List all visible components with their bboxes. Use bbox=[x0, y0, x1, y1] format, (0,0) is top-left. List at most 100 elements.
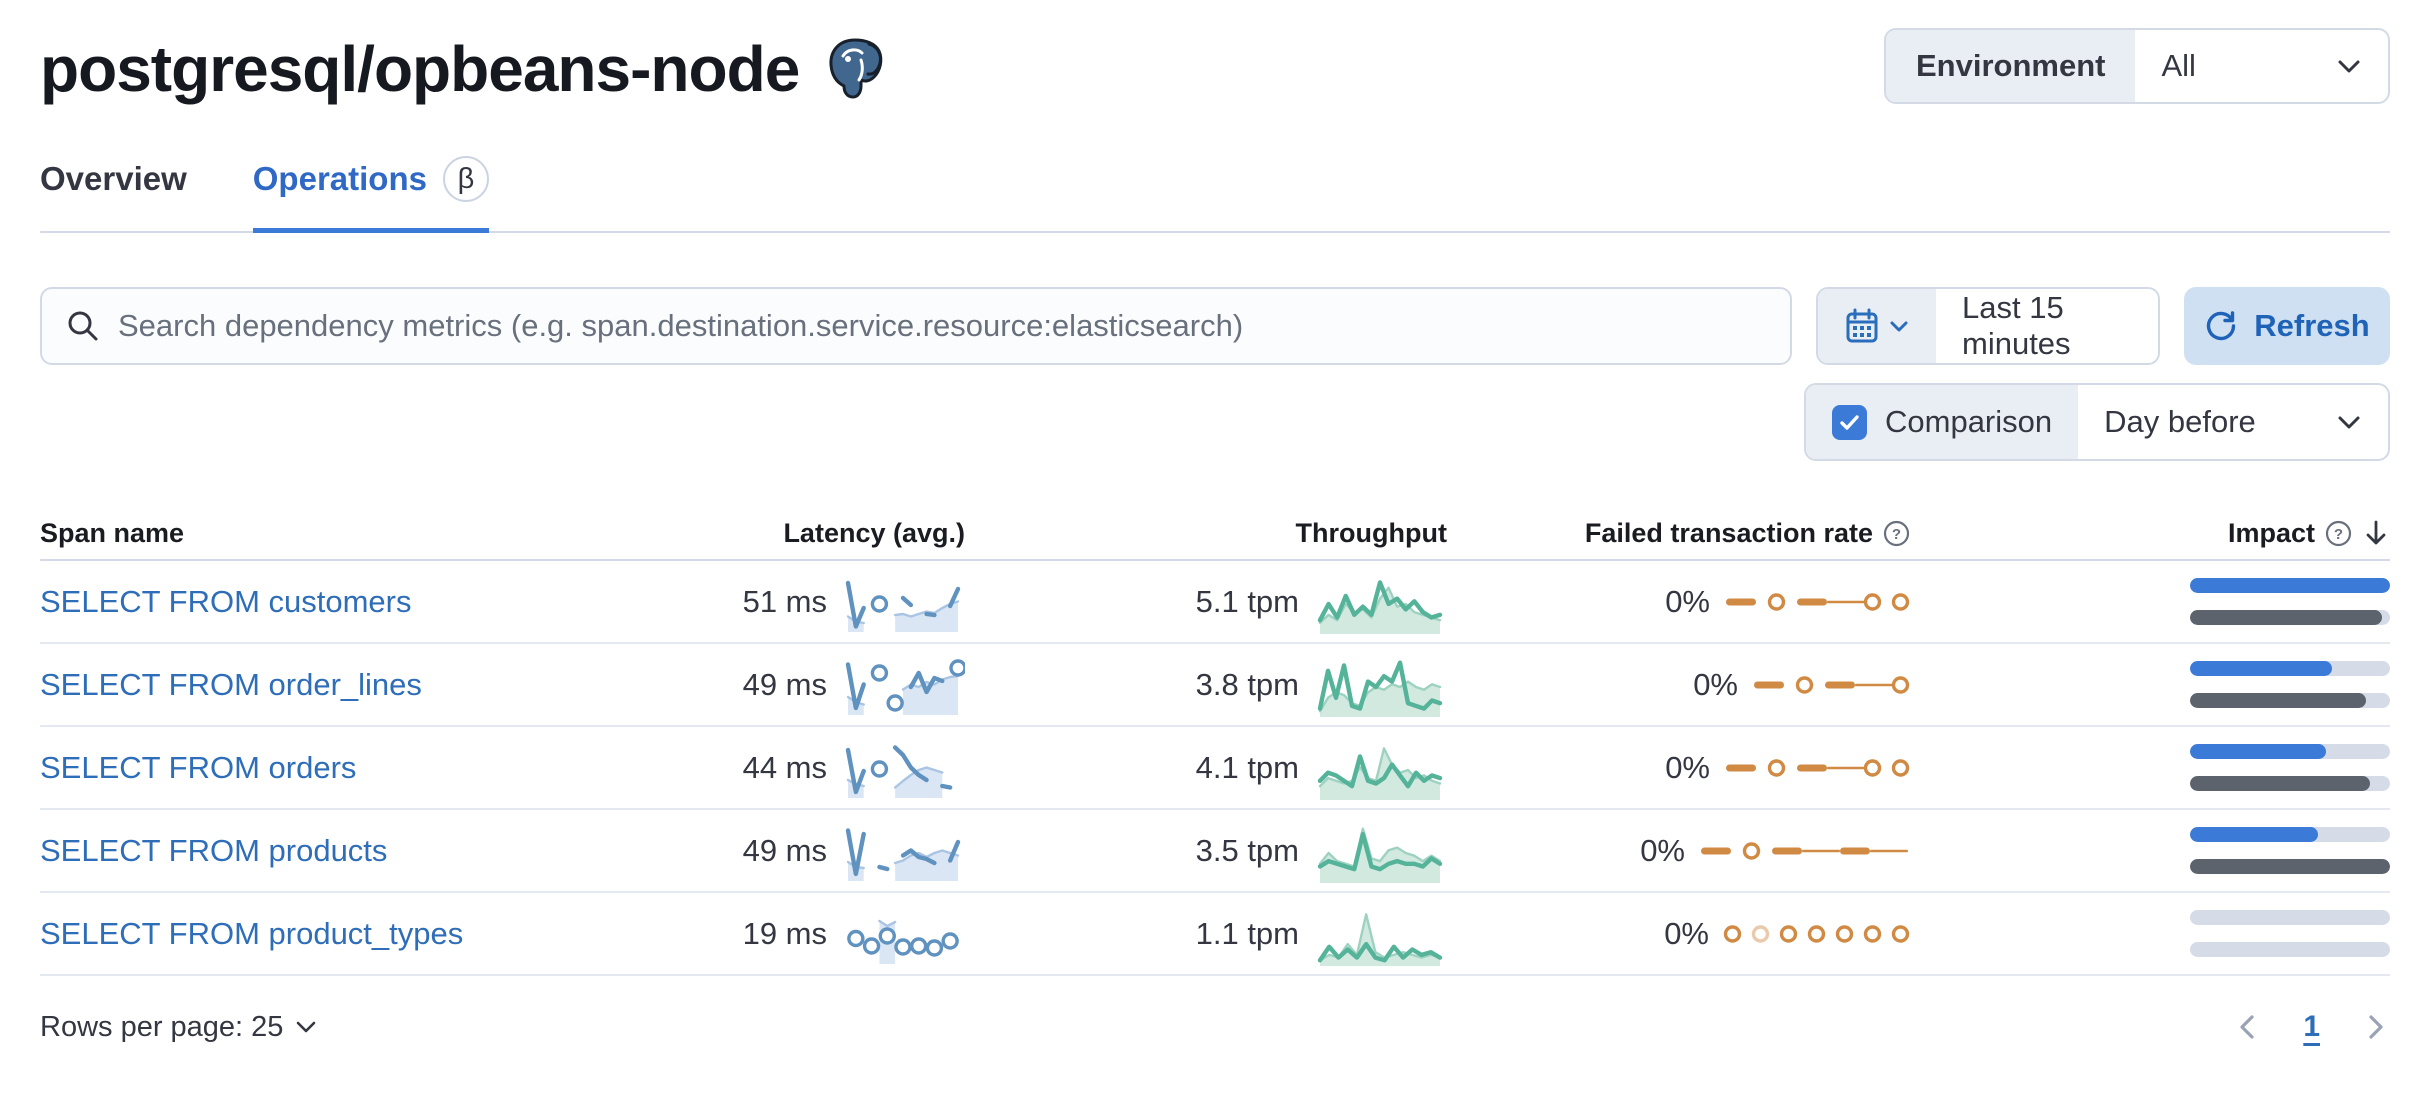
page-number-1[interactable]: 1 bbox=[2303, 1010, 2320, 1043]
throughput-sparkline bbox=[1317, 746, 1443, 800]
comparison-select-value: Day before bbox=[2104, 404, 2256, 439]
latency-value: 19 ms bbox=[742, 915, 827, 951]
table-row: SELECT FROM products 49 ms 3.5 tpm 0% bbox=[40, 810, 2390, 893]
latency-sparkline bbox=[845, 744, 953, 798]
page-header: postgresql/opbeans-node Environment All bbox=[40, 0, 2390, 106]
table-row: SELECT FROM customers 51 ms 5.1 tpm 0% bbox=[40, 561, 2390, 644]
impact-bars bbox=[2190, 661, 2390, 708]
latency-sparkline bbox=[845, 827, 961, 881]
throughput-value: 3.8 tpm bbox=[1195, 666, 1299, 702]
span-name-link[interactable]: SELECT FROM product_types bbox=[40, 915, 464, 951]
column-header-failed-rate[interactable]: Failed transaction rate ? bbox=[1447, 518, 1910, 549]
impact-previous-bar bbox=[2190, 776, 2370, 791]
impact-current-bar bbox=[2190, 744, 2326, 759]
chevron-left-icon bbox=[2240, 1015, 2254, 1039]
beta-badge: β bbox=[442, 156, 489, 202]
table-row: SELECT FROM order_lines 49 ms 3.8 tpm 0% bbox=[40, 644, 2390, 727]
comparison-label: Comparison bbox=[1885, 404, 2053, 439]
calendar-icon bbox=[1846, 308, 1878, 343]
span-name-link[interactable]: SELECT FROM products bbox=[40, 832, 388, 868]
throughput-sparkline bbox=[1317, 827, 1443, 883]
throughput-sparkline bbox=[1317, 660, 1443, 717]
impact-current-bar bbox=[2190, 827, 2318, 842]
span-name-link[interactable]: SELECT FROM customers bbox=[40, 583, 412, 619]
throughput-value: 4.1 tpm bbox=[1195, 749, 1299, 785]
latency-sparkline bbox=[845, 658, 965, 715]
rows-per-page-button[interactable]: Rows per page: 25 bbox=[40, 1011, 317, 1044]
tab-operations[interactable]: Operations β bbox=[252, 156, 489, 233]
next-page-button[interactable] bbox=[2360, 1012, 2390, 1042]
failed-rate-value: 0% bbox=[1664, 915, 1709, 951]
environment-select[interactable]: Environment All bbox=[1884, 28, 2390, 104]
question-circle-icon[interactable]: ? bbox=[2325, 520, 2352, 547]
latency-sparkline bbox=[845, 580, 961, 632]
toolbar: Last 15 minutes Refresh bbox=[40, 287, 2390, 365]
table-row: SELECT FROM product_types 19 ms 1.1 tpm … bbox=[40, 893, 2390, 976]
svg-text:?: ? bbox=[1892, 526, 1901, 543]
environment-select-value: All bbox=[2161, 48, 2196, 83]
page-title-text: postgresql/opbeans-node bbox=[40, 33, 800, 105]
comparison-select[interactable]: Day before bbox=[2078, 385, 2388, 459]
latency-value: 51 ms bbox=[742, 583, 827, 619]
time-range-value[interactable]: Last 15 minutes bbox=[1962, 290, 2071, 361]
chevron-down-icon bbox=[297, 1021, 316, 1033]
table-body: SELECT FROM customers 51 ms 5.1 tpm 0% S… bbox=[40, 561, 2390, 976]
date-picker[interactable]: Last 15 minutes bbox=[1816, 287, 2160, 365]
table-header-row: Span name Latency (avg.) Throughput Fail… bbox=[40, 507, 2390, 561]
failed-rate-sparkline bbox=[1726, 758, 1910, 777]
throughput-value: 5.1 tpm bbox=[1195, 583, 1299, 619]
search-box bbox=[40, 287, 1792, 365]
postgresql-elephant-icon bbox=[829, 38, 883, 99]
failed-rate-value: 0% bbox=[1665, 583, 1710, 619]
latency-value: 49 ms bbox=[742, 832, 827, 868]
svg-text:?: ? bbox=[2334, 526, 2343, 543]
throughput-value: 1.1 tpm bbox=[1195, 915, 1299, 951]
search-input[interactable] bbox=[118, 308, 1766, 344]
pagination: 1 bbox=[2233, 1010, 2390, 1044]
operations-table: Span name Latency (avg.) Throughput Fail… bbox=[40, 507, 2390, 976]
throughput-sparkline bbox=[1317, 579, 1443, 634]
question-circle-icon[interactable]: ? bbox=[1883, 520, 1910, 547]
failed-rate-sparkline bbox=[1723, 924, 1910, 943]
impact-previous-bar bbox=[2190, 610, 2382, 625]
comparison-checkbox[interactable] bbox=[1832, 404, 1867, 440]
column-header-throughput[interactable]: Throughput bbox=[1295, 517, 1447, 548]
latency-sparkline bbox=[847, 919, 959, 964]
tab-overview[interactable]: Overview bbox=[40, 160, 187, 197]
column-header-latency[interactable]: Latency (avg.) bbox=[783, 517, 965, 548]
checkmark-icon bbox=[1840, 414, 1859, 430]
table-footer: Rows per page: 25 1 bbox=[40, 1010, 2390, 1044]
failed-rate-sparkline bbox=[1754, 675, 1910, 694]
table-row: SELECT FROM orders 44 ms 4.1 tpm 0% bbox=[40, 727, 2390, 810]
refresh-button[interactable]: Refresh bbox=[2184, 287, 2390, 365]
span-name-link[interactable]: SELECT FROM order_lines bbox=[40, 666, 422, 702]
latency-value: 44 ms bbox=[742, 749, 827, 785]
chevron-down-icon bbox=[2338, 416, 2360, 429]
impact-previous-bar bbox=[2190, 693, 2366, 708]
impact-bars bbox=[2190, 827, 2390, 874]
failed-rate-value: 0% bbox=[1693, 666, 1738, 702]
chevron-down-icon bbox=[2338, 60, 2360, 73]
page-title: postgresql/opbeans-node bbox=[40, 32, 887, 106]
impact-bars bbox=[2190, 910, 2390, 957]
sort-descending-icon bbox=[2366, 520, 2386, 545]
throughput-value: 3.5 tpm bbox=[1195, 832, 1299, 868]
throughput-sparkline bbox=[1317, 912, 1443, 966]
environment-select-label: Environment bbox=[1886, 30, 2136, 102]
span-name-link[interactable]: SELECT FROM orders bbox=[40, 749, 357, 785]
chevron-right-icon bbox=[2369, 1015, 2383, 1039]
column-header-impact[interactable]: Impact ? bbox=[1910, 518, 2390, 549]
previous-page-button[interactable] bbox=[2233, 1012, 2263, 1042]
impact-previous-bar bbox=[2190, 859, 2390, 874]
comparison-toolbar: Comparison Day before bbox=[40, 383, 2390, 461]
failed-rate-value: 0% bbox=[1640, 832, 1685, 868]
tab-bar: Overview Operations β bbox=[40, 156, 2390, 233]
latency-value: 49 ms bbox=[742, 666, 827, 702]
refresh-icon bbox=[2207, 311, 2236, 341]
impact-current-bar bbox=[2190, 661, 2332, 676]
impact-bars bbox=[2190, 578, 2390, 625]
column-header-span-name: Span name bbox=[40, 517, 185, 548]
date-picker-quick-menu[interactable] bbox=[1818, 289, 1936, 363]
impact-bars bbox=[2190, 744, 2390, 791]
